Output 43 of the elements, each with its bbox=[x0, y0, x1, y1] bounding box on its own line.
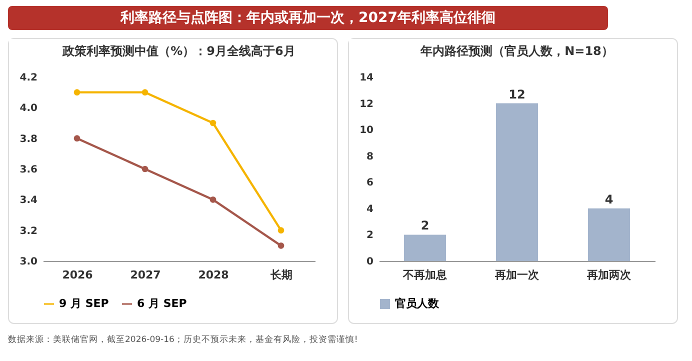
chart-title: 年内路径预测（官员人数，N=18） bbox=[420, 44, 614, 58]
x-tick-label: 2027 bbox=[130, 268, 161, 282]
x-tick-label: 2028 bbox=[198, 268, 229, 282]
y-tick-label: 6 bbox=[366, 178, 374, 189]
x-tick-label: 再加两次 bbox=[586, 268, 632, 282]
legend-label: 6 月 SEP bbox=[137, 297, 187, 310]
y-tick-label: 3.8 bbox=[20, 134, 38, 145]
y-tick-label: 3.4 bbox=[20, 195, 38, 206]
y-tick-label: 4 bbox=[366, 204, 374, 215]
y-tick-label: 12 bbox=[360, 98, 374, 110]
y-tick-label: 14 bbox=[360, 72, 374, 84]
data-label: 2 bbox=[420, 218, 430, 233]
y-tick-label: 3.6 bbox=[20, 164, 38, 176]
y-tick-label: 2 bbox=[366, 230, 374, 242]
point bbox=[74, 135, 80, 142]
y-tick-label: 3.2 bbox=[20, 226, 38, 237]
point bbox=[142, 89, 148, 96]
y-tick-label: 4.0 bbox=[20, 103, 38, 114]
data-label: 12 bbox=[508, 87, 526, 102]
bar bbox=[496, 103, 538, 261]
x-tick-label: 长期 bbox=[270, 268, 292, 282]
y-tick-label: 8 bbox=[366, 151, 374, 162]
bar bbox=[588, 208, 630, 261]
x-tick-label: 不再加息 bbox=[402, 268, 448, 282]
bar bbox=[404, 234, 446, 261]
data-label: 4 bbox=[604, 192, 614, 206]
y-tick-label: 10 bbox=[360, 125, 374, 136]
chart-title: 政策利率预测中值（%）：9月全线高于6月 bbox=[62, 44, 296, 58]
point bbox=[278, 227, 284, 234]
point bbox=[210, 120, 216, 126]
point bbox=[210, 196, 216, 203]
legend-label: 9 月 SEP bbox=[59, 297, 109, 310]
point bbox=[142, 166, 148, 172]
legend-label: 官员人数 bbox=[395, 297, 440, 310]
y-tick-label: 3.0 bbox=[20, 256, 38, 268]
y-tick-label: 4.2 bbox=[20, 72, 38, 84]
point bbox=[278, 242, 284, 249]
point bbox=[74, 89, 80, 96]
x-tick-label: 再加一次 bbox=[494, 268, 540, 282]
y-tick-label: 0 bbox=[366, 256, 374, 268]
x-tick-label: 2026 bbox=[62, 268, 94, 282]
source-note: 数据来源：美联储官网，截至2026-09-16；历史不预示未来，基金有风险，投资需谨慎! bbox=[8, 334, 358, 346]
text: 利率路径与点阵图：年内或再加一次，2027年利率高位徘徊 bbox=[8, 6, 608, 30]
